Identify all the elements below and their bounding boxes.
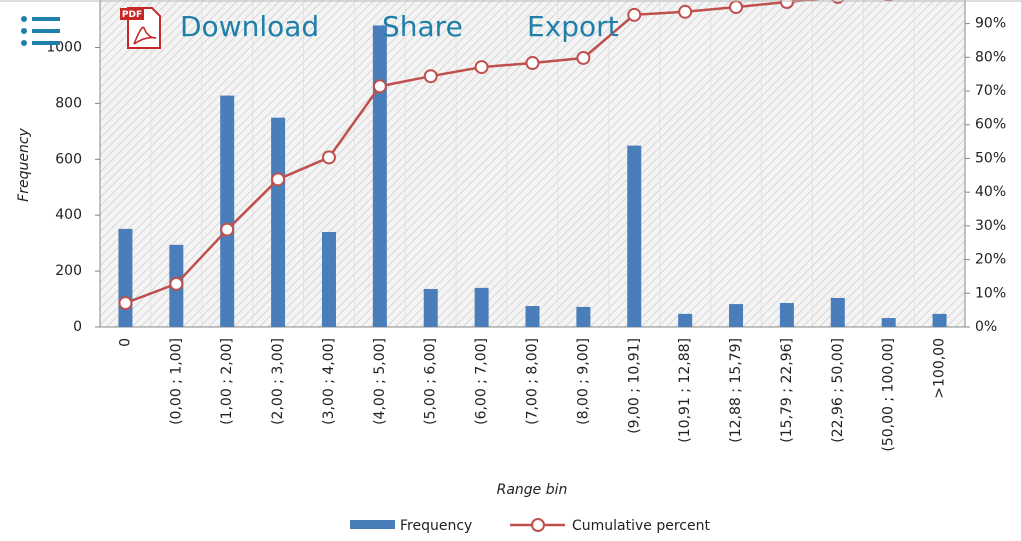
plot-area bbox=[100, 0, 965, 327]
y2-tick-label: 20% bbox=[975, 252, 1006, 268]
bar bbox=[271, 117, 286, 328]
y2-tick-label: 60% bbox=[975, 117, 1006, 133]
x-tick-label: (4,00 ; 5,00] bbox=[372, 338, 388, 425]
line-point bbox=[271, 172, 286, 187]
bar bbox=[830, 297, 845, 327]
bar bbox=[627, 145, 642, 327]
y2-tick-label: 90% bbox=[975, 16, 1006, 32]
x-tick-label: (7,00 ; 8,00] bbox=[525, 338, 541, 425]
bar bbox=[321, 231, 336, 327]
menu-icon[interactable] bbox=[21, 16, 60, 46]
x-tick-label: >100,00 bbox=[932, 338, 948, 399]
bar bbox=[881, 318, 896, 327]
line-point bbox=[169, 276, 184, 291]
line-point bbox=[678, 4, 693, 19]
share-button[interactable]: Share bbox=[382, 10, 463, 43]
legend-label: Cumulative percent bbox=[572, 518, 710, 534]
y-tick-label: 600 bbox=[55, 151, 82, 167]
bar bbox=[372, 25, 387, 328]
y2-tick-label: 80% bbox=[975, 49, 1006, 65]
y-tick-label: 800 bbox=[55, 95, 82, 111]
line-point bbox=[321, 150, 336, 165]
x-tick-label: (9,00 ; 10,91] bbox=[626, 338, 642, 434]
legend-label: Frequency bbox=[400, 518, 472, 534]
x-tick-label: (0,00 ; 1,00] bbox=[168, 338, 184, 425]
bar bbox=[118, 228, 133, 327]
y2-tick-label: 50% bbox=[975, 150, 1006, 166]
y2-tick-label: 40% bbox=[975, 184, 1006, 200]
line-point bbox=[576, 50, 591, 65]
legend-swatch bbox=[350, 520, 395, 529]
bar bbox=[678, 313, 693, 327]
x-tick-label: 0 bbox=[117, 338, 133, 347]
x-tick-label: (12,88 ; 15,79] bbox=[728, 338, 744, 443]
line-point bbox=[220, 222, 235, 237]
x-tick-label: (6,00 ; 7,00] bbox=[474, 338, 490, 425]
export-button[interactable]: Export bbox=[527, 10, 619, 43]
y2-tick-label: 30% bbox=[975, 218, 1006, 234]
x-tick-label: (10,91 ; 12,88] bbox=[677, 338, 693, 443]
line-point bbox=[779, 0, 794, 10]
bar bbox=[220, 95, 235, 327]
x-tick-label: (50,00 ; 100,00] bbox=[881, 338, 897, 452]
line-point bbox=[372, 79, 387, 94]
y-tick-label: 0 bbox=[73, 319, 82, 335]
bar bbox=[525, 306, 540, 327]
download-button[interactable]: Download bbox=[180, 10, 319, 43]
pdf-icon[interactable]: PDF bbox=[120, 7, 161, 49]
bar bbox=[576, 306, 591, 327]
y2-tick-label: 70% bbox=[975, 83, 1006, 99]
x-tick-label: (22,96 ; 50,00] bbox=[830, 338, 846, 443]
y-axis-label: Frequency bbox=[16, 127, 32, 201]
line-point bbox=[474, 60, 489, 75]
x-tick-label: (2,00 ; 3,00] bbox=[270, 338, 286, 425]
x-tick-label: (15,79 ; 22,96] bbox=[779, 338, 795, 443]
bar bbox=[779, 302, 794, 327]
pdf-label: PDF bbox=[122, 10, 142, 20]
y-tick-label: 200 bbox=[55, 263, 82, 279]
line-point bbox=[118, 296, 133, 311]
bar bbox=[729, 304, 744, 327]
y2-tick-label: 10% bbox=[975, 285, 1006, 301]
chart: 020040060080010000%10%20%30%40%50%60%70%… bbox=[46, 0, 1006, 534]
x-tick-label: (3,00 ; 4,00] bbox=[321, 338, 337, 425]
bar bbox=[932, 313, 947, 327]
legend-marker bbox=[531, 518, 545, 532]
line-point bbox=[423, 69, 438, 84]
y2-tick-label: 0% bbox=[975, 319, 997, 335]
bar bbox=[474, 287, 489, 327]
x-axis-label: Range bin bbox=[497, 482, 568, 498]
line-point bbox=[729, 0, 744, 15]
plot-layer bbox=[118, 0, 947, 328]
line-point bbox=[525, 56, 540, 71]
x-tick-label: (1,00 ; 2,00] bbox=[219, 338, 235, 425]
y-tick-label: 400 bbox=[55, 207, 82, 223]
line-point bbox=[627, 7, 642, 22]
bar bbox=[423, 288, 438, 327]
x-tick-label: (5,00 ; 6,00] bbox=[423, 338, 439, 425]
x-tick-label: (8,00 ; 9,00] bbox=[575, 338, 591, 425]
